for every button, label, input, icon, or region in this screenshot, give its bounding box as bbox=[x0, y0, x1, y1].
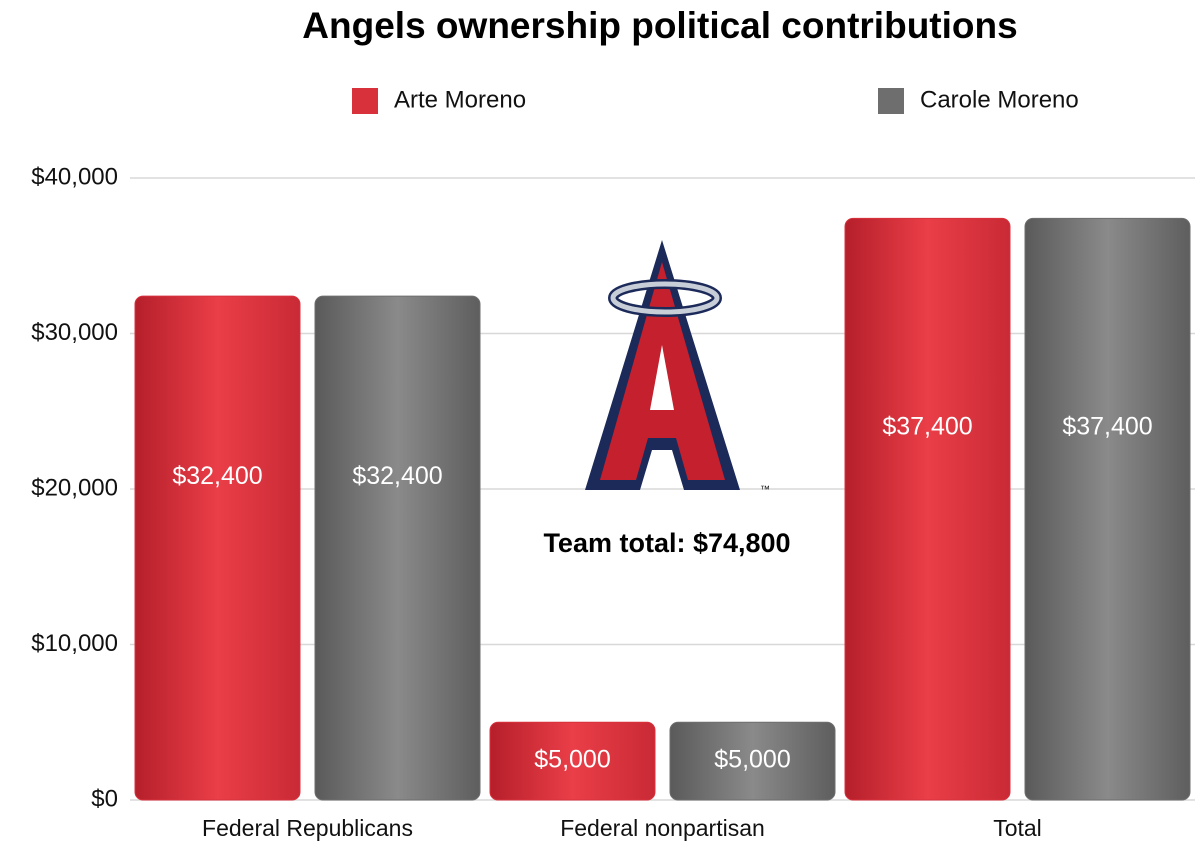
y-tick-label: $0 bbox=[91, 785, 118, 812]
annotation: Team total: $74,800 bbox=[543, 528, 790, 558]
bar bbox=[314, 295, 481, 801]
bar bbox=[489, 721, 656, 801]
bar bbox=[134, 295, 301, 801]
legend-label: Carole Moreno bbox=[920, 86, 1079, 113]
value-label: $32,400 bbox=[352, 462, 442, 490]
y-tick-label: $10,000 bbox=[31, 630, 118, 657]
x-tick-label: Federal Republicans bbox=[202, 815, 413, 841]
legend-swatch bbox=[352, 88, 378, 114]
y-tick-label: $30,000 bbox=[31, 319, 118, 346]
y-tick-label: $20,000 bbox=[31, 474, 118, 501]
x-tick-label: Federal nonpartisan bbox=[560, 815, 765, 841]
angels-logo bbox=[585, 240, 740, 490]
legend-swatch bbox=[878, 88, 904, 114]
value-label: $5,000 bbox=[534, 746, 610, 774]
trademark: ™ bbox=[760, 485, 770, 496]
x-tick-label: Total bbox=[993, 815, 1042, 841]
legend-label: Arte Moreno bbox=[394, 86, 526, 113]
bar bbox=[669, 721, 836, 801]
bar bbox=[1024, 217, 1191, 801]
chart-title: Angels ownership political contributions bbox=[302, 5, 1017, 46]
value-label: $37,400 bbox=[1062, 412, 1152, 440]
bar bbox=[844, 217, 1011, 801]
value-label: $32,400 bbox=[172, 462, 262, 490]
value-label: $5,000 bbox=[714, 746, 790, 774]
y-tick-label: $40,000 bbox=[31, 163, 118, 190]
value-label: $37,400 bbox=[882, 412, 972, 440]
